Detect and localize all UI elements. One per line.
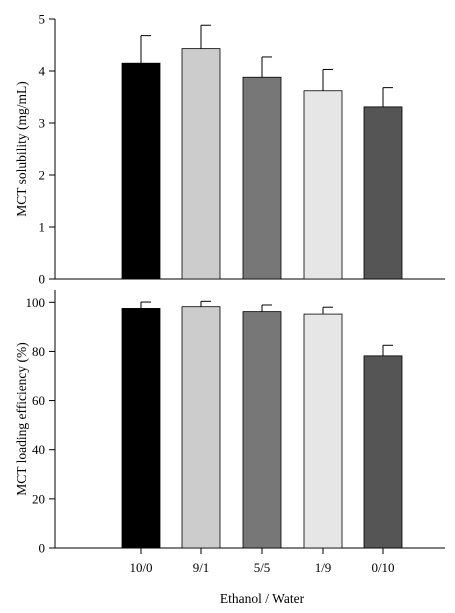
loading-efficiency-panel: 0 20 40 60 80 100 10/0 9/1 5/5 1/9 0/10 MCT loading… [14,290,445,606]
bar-5-5 [242,311,282,549]
y-tick-label: 1 [39,220,46,235]
y-tick-label: 80 [32,344,45,359]
bar-10-0 [121,62,161,280]
bar-0-10 [363,106,403,280]
y-tick-label: 3 [39,116,46,131]
bar-0-10 [363,355,403,549]
bar-9-1 [181,306,221,549]
y-tick-label: 2 [39,168,46,183]
bar-10-0 [121,308,161,549]
x-category-label: 9/1 [193,560,210,575]
y-tick-label: 0 [39,272,46,287]
y-axis-title: MCT solubility (mg/mL) [14,81,29,217]
x-axis-title: Ethanol / Water [220,591,305,606]
solubility-panel: 0 1 2 3 4 5 MCT solubility (mg/mL) [14,12,445,287]
bar-9-1 [181,48,221,280]
bar-5-5 [242,76,282,280]
x-category-label: 5/5 [254,560,271,575]
y-tick-label: 60 [32,393,45,408]
y-tick-label: 40 [32,442,45,457]
bar-1-9 [303,313,343,549]
x-category-label: 0/10 [371,560,394,575]
x-category-label: 1/9 [315,560,332,575]
x-category-label: 10/0 [129,560,152,575]
bar-1-9 [303,90,343,280]
y-tick-label: 5 [39,12,46,27]
y-tick-label: 4 [39,64,46,79]
y-tick-label: 20 [32,491,45,506]
y-axis-title: MCT loading efficiency (%) [14,342,29,496]
y-tick-label: 0 [39,541,46,556]
y-tick-label: 100 [26,295,46,310]
